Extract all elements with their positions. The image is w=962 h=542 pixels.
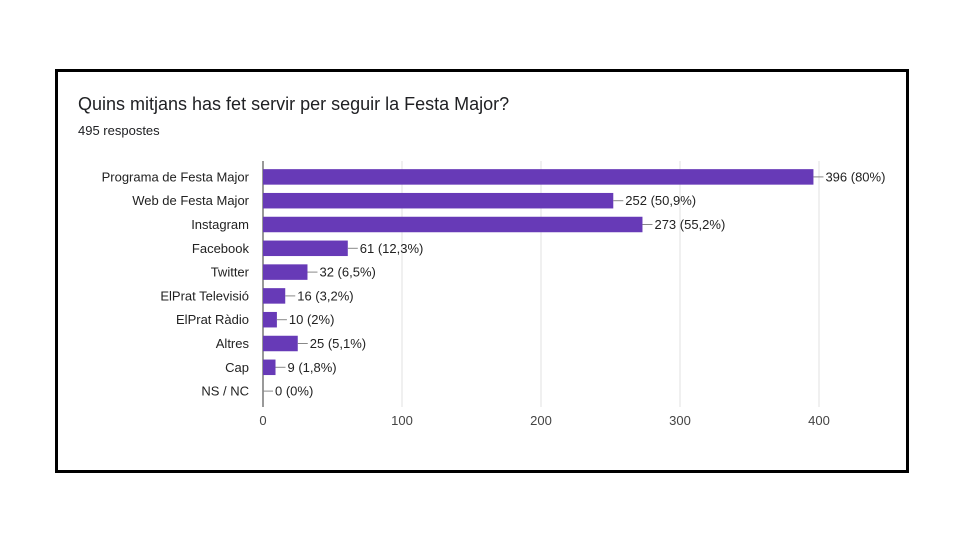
chart-card: Quins mitjans has fet servir per seguir … (55, 69, 909, 473)
bar-4 (263, 264, 308, 280)
bar-1 (263, 192, 614, 209)
bar-2 (263, 216, 643, 233)
x-tick-label-400: 400 (808, 413, 830, 428)
value-label-1: 252 (50,9%) (625, 193, 696, 208)
bar-5 (263, 288, 286, 304)
value-label-6: 10 (2%) (289, 312, 335, 327)
value-label-8: 9 (1,8%) (288, 360, 337, 375)
category-label-5: ElPrat Televisió (160, 288, 249, 303)
response-count: 495 respostes (78, 123, 160, 138)
category-label-3: Facebook (192, 241, 250, 256)
x-tick-label-100: 100 (391, 413, 413, 428)
category-label-4: Twitter (211, 265, 250, 280)
value-label-5: 16 (3,2%) (297, 288, 353, 303)
chart-title: Quins mitjans has fet servir per seguir … (78, 94, 510, 114)
value-label-4: 32 (6,5%) (319, 265, 375, 280)
bar-8 (263, 359, 276, 376)
category-label-2: Instagram (191, 217, 249, 232)
bar-3 (263, 240, 348, 257)
category-label-1: Web de Festa Major (132, 193, 249, 208)
value-label-7: 25 (5,1%) (310, 336, 366, 351)
value-label-0: 396 (80%) (825, 169, 885, 184)
bar-chart: 0 100 200 300 400 Programa de Festa Major 396 … (102, 161, 885, 428)
value-label-9: 0 (0%) (275, 384, 313, 399)
category-label-8: Cap (225, 360, 249, 375)
bar-6 (263, 311, 277, 328)
category-label-9: NS / NC (201, 384, 249, 399)
bar-7 (263, 335, 298, 352)
x-tick-label-200: 200 (530, 413, 552, 428)
bar-0 (263, 169, 814, 185)
category-label-6: ElPrat Ràdio (176, 312, 249, 327)
category-label-0: Programa de Festa Major (102, 169, 250, 184)
x-tick-label-0: 0 (259, 413, 266, 428)
value-label-3: 61 (12,3%) (360, 241, 424, 256)
x-tick-label-300: 300 (669, 413, 691, 428)
value-label-2: 273 (55,2%) (654, 217, 725, 232)
category-label-7: Altres (216, 336, 250, 351)
